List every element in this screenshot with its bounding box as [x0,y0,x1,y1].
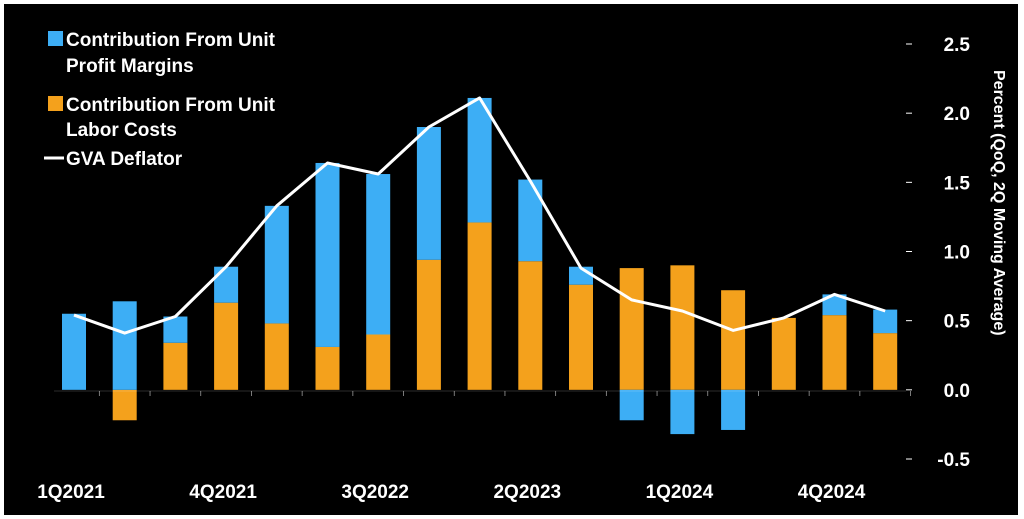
bar-profit-margins-3Q2021 [163,316,188,343]
x-tick-label: 2Q2023 [493,482,561,503]
y-tick-label: 0.0 [944,381,970,402]
bar-labor-costs-2Q2021 [112,389,137,421]
bar-profit-margins-4Q2022 [416,127,441,260]
legend-swatch-labor-costs [48,96,63,111]
bar-labor-costs-4Q2024 [822,315,847,390]
legend-label-profit-line1: Contribution From Unit [66,30,276,51]
bar-profit-margins-2Q2024 [721,389,746,430]
bar-labor-costs-4Q2021 [214,302,239,390]
bar-profit-margins-2Q2022 [315,162,340,347]
bar-profit-margins-2Q2023 [518,179,543,262]
bar-profit-margins-1Q2025 [873,309,898,334]
bar-profit-margins-1Q2021 [62,313,86,390]
bar-labor-costs-1Q2022 [264,323,289,390]
legend-label-gva: GVA Deflator [66,149,183,170]
bar-labor-costs-1Q2025 [873,333,898,390]
legend-swatch-profit-margins [48,31,63,46]
bar-labor-costs-3Q2023 [569,284,593,390]
legend: Contribution From Unit Profit Margins Co… [44,30,276,170]
y-axis-title: Percent (QoQ, 2Q Moving Average) [990,70,1007,336]
bar-labor-costs-2Q2023 [518,261,543,390]
bar-profit-margins-1Q2024 [670,389,695,435]
chart-frame: 2.5 2.0 1.5 1.0 0.5 0.0 -0.5 1Q2021 4Q2021 3Q202… [4,4,1018,515]
bar-labor-costs-4Q2022 [416,259,441,390]
y-tick-label: 2.0 [944,104,970,125]
x-tick-label: 4Q2021 [189,482,257,503]
legend-label-profit-line2: Profit Margins [66,56,194,77]
bar-profit-margins-1Q2023 [467,97,492,223]
y-tick-label: 1.5 [944,173,971,194]
x-tick-label: 3Q2022 [341,482,409,503]
bar-profit-margins-3Q2022 [366,174,391,335]
x-tick-label: 4Q2024 [798,482,866,503]
bar-labor-costs-3Q2024 [771,317,796,390]
bar-labor-costs-2Q2022 [315,346,340,390]
bar-profit-margins-2Q2021 [112,301,137,390]
x-tick-label: 1Q2021 [37,482,105,503]
bar-labor-costs-1Q2023 [467,222,492,390]
y-axis-ticks: 2.5 2.0 1.5 1.0 0.5 0.0 -0.5 [906,35,970,471]
bar-labor-costs-2Q2024 [721,290,746,390]
bar-profit-margins-4Q2023 [619,389,644,421]
bar-labor-costs-3Q2022 [366,334,391,390]
bar-profit-margins-4Q2024 [822,294,847,316]
gva-deflator-line [73,96,886,335]
bar-labor-costs-3Q2021 [163,342,188,390]
legend-label-labor-line1: Contribution From Unit [66,95,276,116]
bar-labor-costs-4Q2023 [619,268,644,390]
y-tick-label: 2.5 [944,35,971,56]
legend-label-labor-line2: Labor Costs [66,120,177,141]
y-tick-label: 1.0 [944,243,970,264]
x-axis-ticks: 1Q2021 4Q2021 3Q2022 2Q2023 1Q2024 4Q2024 [37,391,911,503]
bar-labor-costs-1Q2024 [670,265,695,390]
line-layer [73,96,886,335]
y-tick-label: 0.5 [944,312,971,333]
y-tick-label: -0.5 [937,450,970,471]
x-tick-label: 1Q2024 [646,482,714,503]
bar-profit-margins-4Q2021 [214,266,239,303]
chart-svg: 2.5 2.0 1.5 1.0 0.5 0.0 -0.5 1Q2021 4Q2021 3Q202… [37,30,1007,503]
bar-profit-margins-1Q2022 [264,205,289,324]
bars-layer [62,97,898,435]
